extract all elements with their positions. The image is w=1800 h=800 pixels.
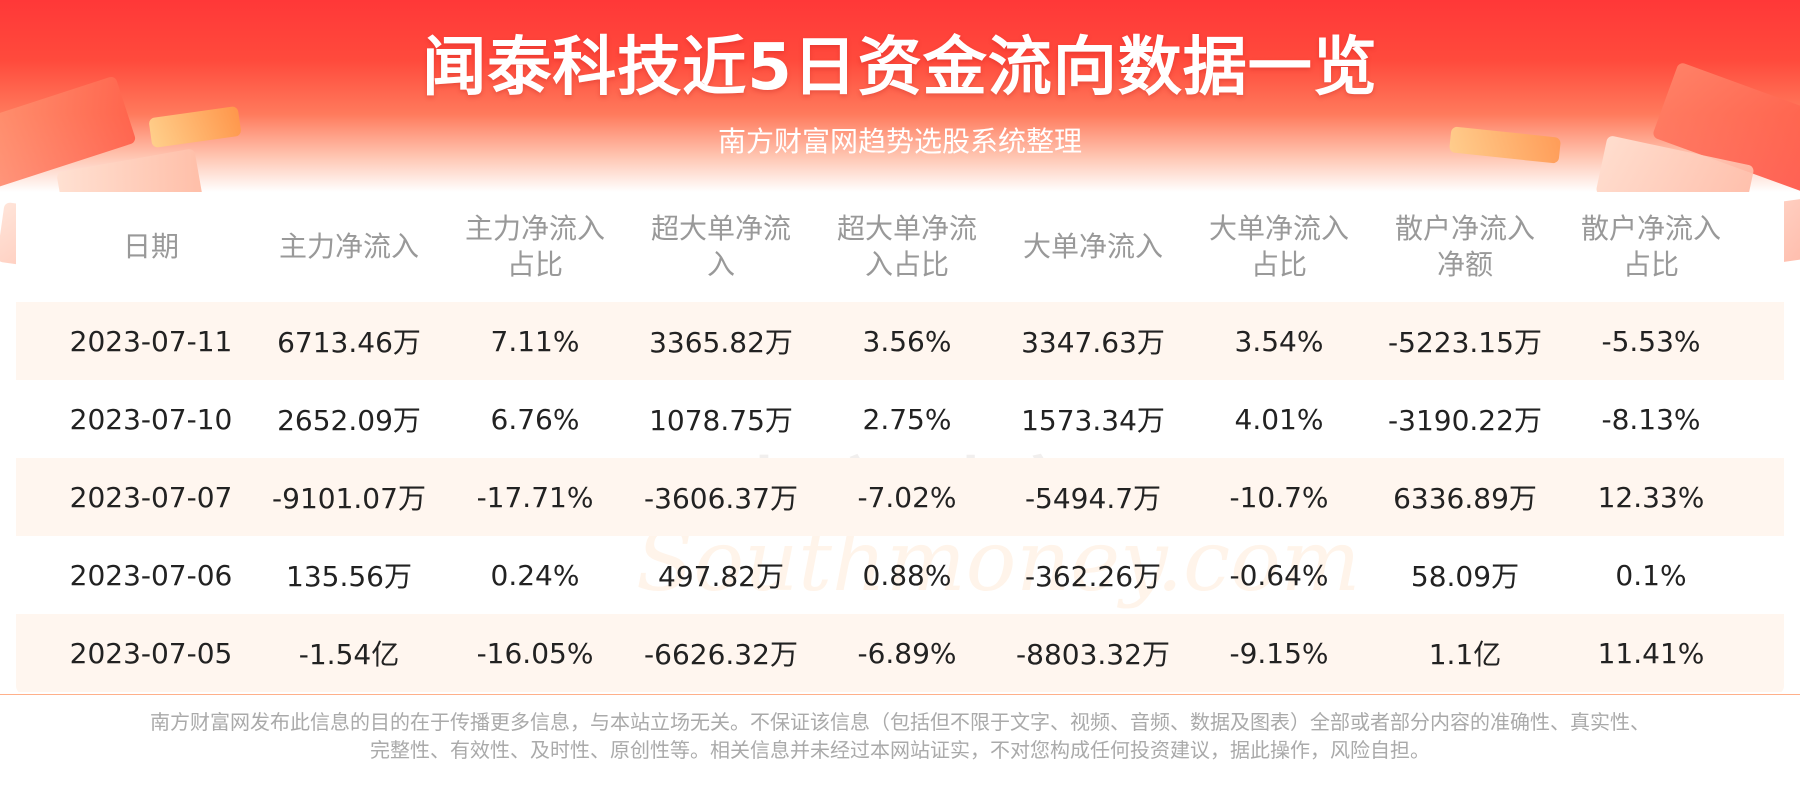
- cell-main-net-inflow: 135.56万: [286, 560, 412, 593]
- cell-super-large-net-inflow-ratio: -7.02%: [857, 480, 957, 514]
- cell-large-net-inflow-ratio: -10.7%: [1229, 480, 1329, 514]
- cell-super-large-net-inflow: 1078.75万: [649, 404, 793, 437]
- column-header-main-net-inflow-ratio: 主力净流入 占比: [464, 212, 605, 281]
- cell-large-net-inflow-ratio: -9.15%: [1229, 636, 1329, 670]
- cell-retail-net-inflow-ratio: 12.33%: [1597, 480, 1705, 514]
- cell-date: 2023-07-05: [69, 636, 233, 670]
- cell-super-large-net-inflow: 3365.82万: [649, 326, 793, 359]
- cell-main-net-inflow: 2652.09万: [277, 404, 421, 437]
- cell-retail-net-inflow-amount: 58.09万: [1410, 560, 1520, 593]
- cell-retail-net-inflow-amount: 1.1亿: [1428, 638, 1502, 671]
- cell-main-net-inflow: -1.54亿: [298, 638, 400, 671]
- table-header-row: 日期 主力净流入 主力净流入 占比 超大单净流入 超大单净流 入占比 大单净流入 大…: [16, 192, 1784, 302]
- table-row: 2023-07-07 -9101.07万 -17.71% -3606.37万 -…: [16, 458, 1784, 536]
- cell-date: 2023-07-06: [69, 558, 233, 592]
- cell-retail-net-inflow-amount: -3190.22万: [1388, 404, 1542, 437]
- cell-retail-net-inflow-ratio: -8.13%: [1601, 402, 1701, 436]
- cell-super-large-net-inflow-ratio: -6.89%: [857, 636, 957, 670]
- cell-large-net-inflow: -5494.7万: [1024, 482, 1162, 515]
- cell-date: 2023-07-07: [69, 480, 233, 514]
- cell-large-net-inflow-ratio: 4.01%: [1234, 402, 1324, 436]
- page-subtitle: 南方财富网趋势选股系统整理: [717, 125, 1082, 158]
- cell-super-large-net-inflow-ratio: 2.75%: [862, 402, 952, 436]
- page-title: 闻泰科技近5日资金流向数据一览: [422, 31, 1378, 105]
- cell-super-large-net-inflow: -3606.37万: [644, 482, 798, 515]
- cell-main-net-inflow-ratio: -16.05%: [476, 636, 594, 670]
- cell-super-large-net-inflow: 497.82万: [658, 560, 784, 593]
- cell-main-net-inflow: 6713.46万: [277, 326, 421, 359]
- column-header-main-net-inflow: 主力净流入: [278, 230, 419, 263]
- cell-retail-net-inflow-ratio: 0.1%: [1615, 558, 1687, 592]
- cell-large-net-inflow-ratio: -0.64%: [1229, 558, 1329, 592]
- cell-retail-net-inflow-amount: -5223.15万: [1388, 326, 1542, 359]
- cell-retail-net-inflow-ratio: 11.41%: [1597, 636, 1705, 670]
- column-header-super-large-net-inflow-ratio: 超大单净流 入占比: [836, 212, 977, 281]
- cell-large-net-inflow-ratio: 3.54%: [1234, 324, 1324, 358]
- table-row: 2023-07-10 2652.09万 6.76% 1078.75万 2.75%…: [16, 380, 1784, 458]
- table-row: 2023-07-06 135.56万 0.24% 497.82万 0.88% -…: [16, 536, 1784, 614]
- disclaimer-text: 南方财富网发布此信息的目的在于传播更多信息，与本站立场无关。不保证该信息（包括但…: [40, 708, 1760, 764]
- column-header-large-net-inflow: 大单净流入: [1022, 230, 1163, 263]
- cell-main-net-inflow-ratio: 7.11%: [490, 324, 580, 358]
- disclaimer-line: 南方财富网发布此信息的目的在于传播更多信息，与本站立场无关。不保证该信息（包括但…: [150, 710, 1650, 734]
- cell-main-net-inflow-ratio: 0.24%: [490, 558, 580, 592]
- disclaimer-line: 完整性、有效性、及时性、原创性等。相关信息并未经过本网站证实，不对您构成任何投资…: [370, 738, 1430, 762]
- cell-date: 2023-07-10: [69, 402, 233, 436]
- cell-super-large-net-inflow: -6626.32万: [644, 638, 798, 671]
- column-header-retail-net-inflow-amount: 散户净流入 净额: [1394, 212, 1535, 281]
- cell-main-net-inflow-ratio: 6.76%: [490, 402, 580, 436]
- table-row: 2023-07-11 6713.46万 7.11% 3365.82万 3.56%…: [16, 302, 1784, 380]
- table-row: 2023-07-05 -1.54亿 -16.05% -6626.32万 -6.8…: [16, 614, 1784, 692]
- cell-date: 2023-07-11: [69, 324, 233, 358]
- column-header-date: 日期: [122, 230, 179, 263]
- cell-large-net-inflow: 3347.63万: [1021, 326, 1165, 359]
- cell-large-net-inflow: 1573.34万: [1021, 404, 1165, 437]
- cell-super-large-net-inflow-ratio: 0.88%: [862, 558, 952, 592]
- cell-main-net-inflow-ratio: -17.71%: [476, 480, 594, 514]
- cell-super-large-net-inflow-ratio: 3.56%: [862, 324, 952, 358]
- cell-retail-net-inflow-amount: 6336.89万: [1393, 482, 1537, 515]
- column-header-retail-net-inflow-ratio: 散户净流入 占比: [1580, 212, 1721, 281]
- column-header-super-large-net-inflow: 超大单净流入: [650, 212, 791, 281]
- column-header-large-net-inflow-ratio: 大单净流入 占比: [1208, 212, 1349, 281]
- cell-large-net-inflow: -8803.32万: [1016, 638, 1170, 671]
- cell-retail-net-inflow-ratio: -5.53%: [1601, 324, 1701, 358]
- cell-large-net-inflow: -362.26万: [1024, 560, 1162, 593]
- cell-main-net-inflow: -9101.07万: [272, 482, 426, 515]
- footer-divider: [0, 694, 1800, 695]
